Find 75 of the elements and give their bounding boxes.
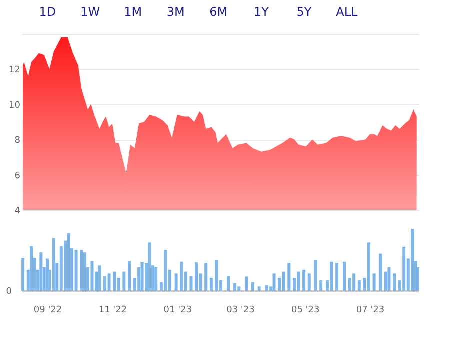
bar xyxy=(411,229,414,291)
bar xyxy=(80,250,84,291)
bar xyxy=(52,238,56,291)
bar xyxy=(210,278,213,291)
bar xyxy=(367,242,370,291)
bar xyxy=(90,261,94,291)
x-tick-label: 05 '23 xyxy=(291,306,320,316)
bar xyxy=(140,262,144,291)
x-tick-label: 11 '22 xyxy=(98,306,128,316)
bar xyxy=(245,276,248,291)
bar xyxy=(314,260,318,291)
bar xyxy=(108,274,111,291)
text: ALL xyxy=(336,5,358,19)
y-tick-label: 8 xyxy=(14,136,21,146)
bar xyxy=(272,274,276,291)
bar xyxy=(74,250,78,291)
x-tick-label: 07 '23 xyxy=(356,306,385,316)
text: 1D xyxy=(39,5,56,19)
bar xyxy=(30,246,34,291)
bar xyxy=(226,276,230,291)
y-tick-label: 4 xyxy=(14,206,21,216)
bar xyxy=(22,258,25,291)
bar xyxy=(40,252,43,291)
bar xyxy=(336,263,339,291)
bar xyxy=(393,274,396,291)
y-tick-label: 10 xyxy=(9,100,21,111)
x-tick-label: 01 '23 xyxy=(164,306,192,316)
bar xyxy=(113,272,116,291)
x-tick-label: 03 '23 xyxy=(226,306,255,316)
text: 6M xyxy=(210,5,228,19)
bar xyxy=(302,270,306,291)
bar xyxy=(258,286,261,291)
bar xyxy=(195,262,198,291)
text: 1M xyxy=(124,5,142,19)
text: 0 xyxy=(6,287,12,297)
bar xyxy=(402,246,406,291)
bar xyxy=(388,267,391,291)
bar xyxy=(148,242,152,291)
y-tick-label: 12 xyxy=(9,66,20,76)
bar xyxy=(233,284,236,291)
bar xyxy=(288,263,291,291)
y-tick-label: 6 xyxy=(14,171,21,182)
bar xyxy=(204,263,208,291)
bar xyxy=(128,261,131,291)
bar xyxy=(104,276,107,291)
bar xyxy=(348,278,352,291)
bar xyxy=(190,276,193,291)
bar xyxy=(238,286,241,291)
bar xyxy=(180,262,184,291)
bar xyxy=(164,250,168,291)
bar xyxy=(330,262,334,291)
text: 1Y xyxy=(254,5,270,19)
x-tick-label: 09 '22 xyxy=(34,306,62,316)
text: 5Y xyxy=(296,5,312,19)
bar xyxy=(215,260,218,291)
bar xyxy=(154,267,158,291)
bar xyxy=(265,285,268,291)
bar xyxy=(379,254,382,291)
bar xyxy=(358,280,361,291)
bar xyxy=(98,266,102,291)
text: 3M xyxy=(166,5,185,19)
bar xyxy=(384,272,388,291)
bar xyxy=(308,274,311,291)
bar xyxy=(372,274,376,291)
bar xyxy=(297,272,300,291)
bar xyxy=(352,274,356,291)
bar xyxy=(67,233,70,291)
bar xyxy=(83,252,86,291)
bar xyxy=(251,282,254,291)
text: 1W xyxy=(80,5,100,19)
bar xyxy=(122,272,126,291)
bar xyxy=(282,272,286,291)
bar xyxy=(342,262,346,291)
bar xyxy=(320,280,323,291)
bar xyxy=(174,274,178,291)
